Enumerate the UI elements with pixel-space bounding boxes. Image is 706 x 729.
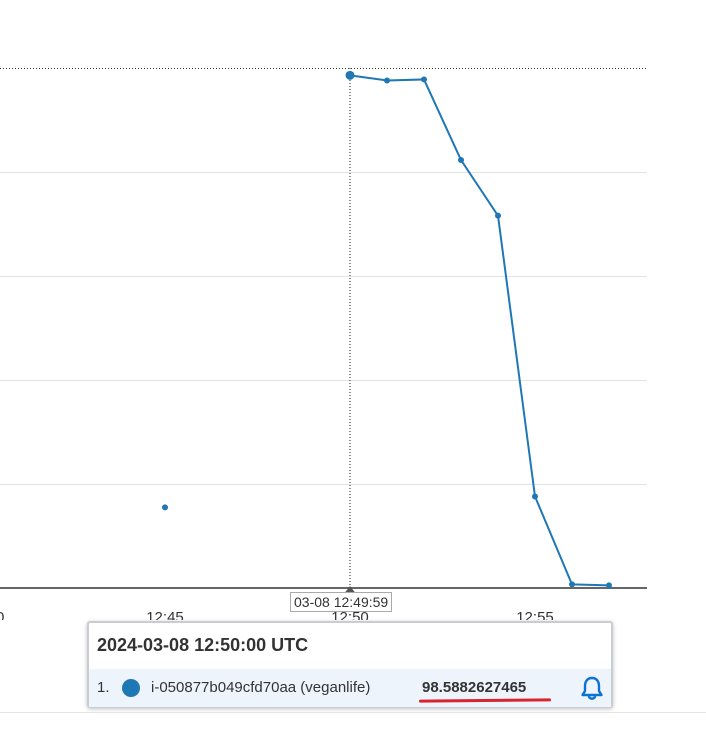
data-point[interactable] [532, 493, 538, 499]
line-chart: 0 12:45 12:50 12:55 [0, 0, 706, 620]
data-point[interactable] [458, 157, 464, 163]
divider [0, 712, 706, 713]
tooltip-row[interactable]: 1. i-050877b049cfd70aa (veganlife) 98.58… [89, 669, 611, 707]
data-point[interactable] [569, 581, 575, 587]
x-tick-labels: 0 12:45 12:50 12:55 [0, 609, 554, 620]
crosshair-time-label: 03-08 12:49:59 [290, 592, 392, 612]
x-tick-label: 12:55 [516, 609, 554, 620]
data-point[interactable] [495, 213, 501, 219]
tooltip: 2024-03-08 12:50:00 UTC 1. i-050877b049c… [87, 621, 613, 708]
data-point[interactable] [421, 76, 427, 82]
x-tick-label: 0 [0, 609, 4, 620]
red-underline-annotation [419, 698, 551, 702]
data-point[interactable] [384, 77, 390, 83]
series-value: 98.5882627465 [422, 679, 526, 696]
series-line [350, 75, 609, 585]
row-index: 1. [97, 679, 110, 696]
x-tick-label: 12:45 [146, 609, 184, 620]
grid-lines [0, 69, 647, 485]
data-point[interactable] [162, 504, 168, 510]
series-color-dot [122, 679, 140, 697]
data-point[interactable] [346, 71, 355, 80]
series-name: i-050877b049cfd70aa (veganlife) [151, 679, 370, 696]
tooltip-title: 2024-03-08 12:50:00 UTC [97, 635, 308, 656]
data-point[interactable] [606, 582, 612, 588]
bell-icon[interactable] [579, 675, 605, 701]
series-points [162, 71, 612, 589]
